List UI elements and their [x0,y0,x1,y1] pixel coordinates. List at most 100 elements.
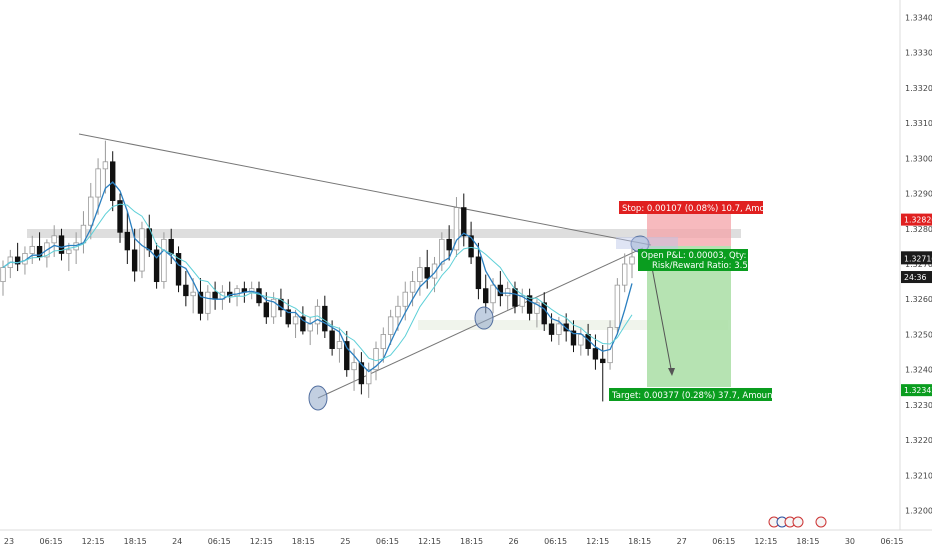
us-flag-icon-2 [815,516,827,528]
ca-flag-icon [792,516,804,528]
target-label-box [609,388,772,401]
candle-body [336,341,343,349]
y-tick-label: 1.33100 [905,119,932,128]
y-tick-label: 1.33300 [905,49,932,58]
y-tick-label: 1.32700 [905,260,932,269]
candle-body [307,323,313,332]
candle-body [322,305,328,332]
candle-body [548,323,555,335]
x-tick-label: 06:15 [40,537,63,546]
candle-body [0,267,6,283]
stop-label-box [619,201,763,214]
candle-body [153,249,160,283]
candle-body [183,284,189,297]
candle-body [51,235,57,244]
y-tick-label: 1.32400 [905,366,932,375]
candle-body [58,235,65,254]
y-tick-label: 1.32600 [905,295,932,304]
candle-body [285,309,291,325]
pnl-label: Open P&L: 0.00003, Qty: 233644 [641,251,781,261]
x-tick-label: 06:15 [880,537,903,546]
candle-body [292,316,299,325]
entry-highlight [616,237,678,249]
x-tick-label: 12:15 [250,537,273,546]
candle-body [570,330,577,346]
candle-body [592,348,599,360]
candle-body [614,284,621,328]
moving-average-slow [2,203,633,362]
candle-body [483,288,489,304]
x-tick-label: 12:15 [586,537,609,546]
candle-body [270,298,277,318]
candle-body [117,200,123,233]
candle-body [190,291,196,297]
candle-body [314,305,321,325]
candle-body [351,362,357,371]
x-tick-label: 30 [845,537,855,546]
candle-body [88,196,94,226]
x-tick-label: 18:15 [628,537,651,546]
candle-body [365,369,372,385]
candle-body [124,231,131,251]
target-label: Target: 0.00377 (0.28%) 37.7, Amount: 18… [611,391,817,401]
candle-body [600,358,606,364]
candle-body [621,263,628,286]
swing-low-marker [308,385,328,411]
candle-body [256,288,262,304]
x-tick-label: 25 [340,537,350,546]
x-tick-label: 18:15 [796,537,819,546]
candle-body [168,238,174,254]
y-tick-label: 1.32200 [905,436,932,445]
candle-body [490,284,496,304]
y-tick-label: 1.33200 [905,84,932,93]
candle-body [36,245,43,258]
candle-body [212,291,218,300]
candle-body [263,302,270,318]
candle-body [556,323,562,335]
candle-body [197,291,204,314]
x-axis: 23 06:15 12:15 18:15 24 06:15 12:15 18:15 25 06:1… [4,537,904,546]
y-tick-label: 1.33000 [905,154,932,163]
x-tick-label: 06:15 [544,537,567,546]
x-tick-label: 06:15 [208,537,231,546]
candle-body [461,207,467,237]
y-tick-label: 1.32000 [905,507,932,516]
candle-body [475,256,482,290]
y-tick-label: 1.32500 [905,330,932,339]
candle-body [526,295,533,314]
candle-body [395,305,401,318]
candle-body [417,267,423,283]
x-tick-label: 12:15 [754,537,777,546]
candle-body [139,228,145,272]
candle-body [175,253,182,286]
candle-body [95,168,101,198]
candle-body [329,330,335,349]
candle-body [424,267,430,279]
price-tag-label: 1.32716 [904,254,932,263]
candle-body [161,238,167,283]
price-labels: 1.328261.327191.3271624:361.32342 [901,213,932,397]
moving-average-fast [2,181,633,373]
price-tag [901,271,932,284]
candle-body [205,291,211,314]
candle-body [534,302,540,314]
candle-body [66,249,72,254]
candle-body [387,316,394,335]
x-tick-label: 23 [4,537,14,546]
candle-body [439,238,445,265]
y-axis: 1.33400 1.33300 1.33200 1.33100 1.33000 1.329… [905,13,932,515]
stop-zone [647,214,731,246]
candle-body [131,249,138,272]
x-tick-label: 27 [677,537,687,546]
descending-trendline [78,133,652,246]
candle-body [541,302,547,325]
projection-arrow-head [668,368,675,376]
candle-body [446,238,452,251]
risk-reward-label: Risk/Reward Ratio: 3.52 [652,261,753,271]
candle-body [373,348,379,371]
x-tick-label: 18:15 [460,537,483,546]
retest-marker [474,306,494,330]
candle-body [344,341,350,371]
